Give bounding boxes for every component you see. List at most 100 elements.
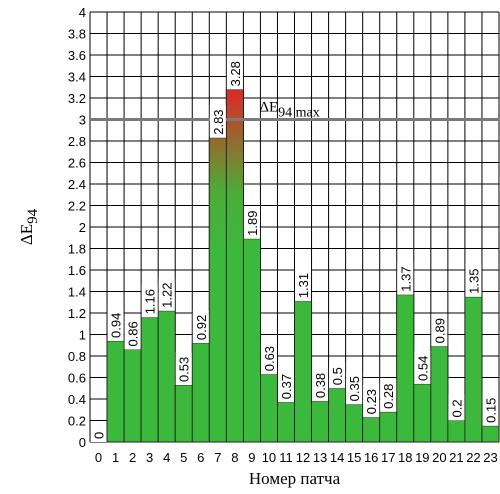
x-axis-ticks: 0 1 2 3 4 5 6 7 8 9 10 11 12 13 14 15 16 17 18 19 20 21 22 23 [95, 450, 498, 465]
data-label-15: 0.35 [347, 376, 362, 401]
reference-line-label: ΔE94 max [259, 100, 319, 121]
data-label-bg [431, 313, 448, 347]
y-tick-label: 3.6 [68, 48, 86, 63]
bar-18 [396, 294, 415, 443]
y-tick-label: 0 [79, 435, 86, 450]
bar-19 [413, 383, 432, 443]
y-tick-label: 3.2 [68, 91, 86, 106]
y-tick-label: 2.6 [68, 156, 86, 171]
bar-1 [106, 340, 125, 443]
data-label-bg [482, 393, 499, 426]
bar-4 [157, 310, 176, 443]
y-tick-label: 3 [79, 113, 86, 128]
data-label-17: 0.28 [381, 384, 396, 409]
bar-20 [430, 345, 449, 443]
data-label-1: 0.94 [109, 313, 124, 338]
x-axis-label: Номер патча [249, 469, 341, 488]
data-label-bg [192, 310, 209, 344]
data-label-12: 1.31 [296, 273, 311, 298]
x-tick-label: 2 [129, 450, 136, 465]
data-label-bg [175, 352, 192, 386]
data-label-8: 3.28 [228, 61, 243, 86]
x-tick-label: 18 [398, 450, 412, 465]
data-label-bg [414, 351, 431, 384]
bar-23 [481, 425, 500, 443]
data-label-bg [124, 316, 141, 350]
y-tick-label: 0.4 [68, 392, 86, 407]
reference-line-group: ΔE94 max [90, 100, 499, 121]
data-label-bg [380, 379, 397, 412]
y-tick-label: 1 [79, 328, 86, 343]
x-tick-label: 9 [248, 450, 255, 465]
bar-12 [294, 300, 312, 443]
data-label-9: 1.89 [245, 211, 260, 236]
x-tick-label: 15 [347, 450, 361, 465]
x-tick-label: 21 [449, 450, 463, 465]
data-label-bg [260, 341, 277, 375]
y-tick-label: 3.4 [68, 70, 86, 85]
x-tick-label: 11 [279, 450, 293, 465]
y-tick-label: 1.8 [68, 242, 86, 257]
bar-2 [123, 349, 142, 443]
x-tick-label: 10 [262, 450, 276, 465]
data-label-2: 0.86 [126, 321, 141, 346]
data-label-bg [107, 308, 124, 341]
data-label-bg [363, 384, 380, 418]
data-label-16: 0.23 [364, 389, 379, 414]
x-tick-label: 12 [296, 450, 310, 465]
data-label-bg [226, 56, 243, 90]
x-tick-label: 20 [432, 450, 446, 465]
y-tick-label: 0.8 [68, 349, 86, 364]
x-tick-label: 17 [381, 450, 395, 465]
data-label-bg [329, 362, 346, 389]
data-label-13: 0.38 [313, 373, 328, 398]
data-label-19: 0.54 [415, 356, 430, 381]
data-label-bg [312, 368, 329, 402]
y-tick-label: 1.2 [68, 306, 86, 321]
x-tick-label: 14 [330, 450, 344, 465]
bar-21 [447, 420, 466, 443]
x-tick-label: 19 [415, 450, 429, 465]
y-tick-label: 4 [79, 5, 86, 20]
data-label-bg [346, 371, 363, 405]
y-tick-label: 1.4 [68, 285, 86, 300]
data-label-23: 0.15 [483, 398, 498, 423]
bar-16 [362, 416, 381, 443]
y-tick-label: 0.2 [68, 414, 86, 429]
y-tick-label: 2 [79, 220, 86, 235]
bar-11 [277, 401, 295, 443]
data-label-6: 0.92 [194, 315, 209, 340]
data-label-22: 1.35 [466, 269, 481, 294]
data-label-0: 0 [92, 432, 107, 439]
x-tick-label: 7 [214, 450, 221, 465]
data-label-11: 0.37 [279, 374, 294, 399]
y-tick-label: 2.4 [68, 177, 86, 192]
bar-10 [260, 373, 278, 443]
data-label-10: 0.63 [262, 346, 277, 371]
bar-8 [225, 89, 244, 443]
x-tick-label: 5 [180, 450, 187, 465]
data-label-21: 0.2 [449, 399, 464, 417]
bar-22 [464, 296, 483, 443]
data-labels: 0 0.94 0.861.16 1.22 0.53 0.92 2.83 3.28 1.89 0.6… [90, 56, 499, 442]
data-label-bg [209, 104, 226, 138]
y-tick-label: 3.8 [68, 27, 86, 42]
data-label-14: 0.5 [330, 367, 345, 385]
data-label-bg [295, 268, 312, 302]
data-label-bg [90, 430, 107, 442]
bar-14 [328, 387, 347, 443]
data-label-bg [465, 264, 482, 297]
data-label-5: 0.53 [177, 357, 192, 382]
data-label-18: 1.37 [398, 266, 413, 291]
bar-6 [191, 342, 210, 443]
data-label-bg [243, 206, 260, 239]
y-axis-ticks: 0 0.2 0.4 0.6 0.8 1 1.2 1.4 1.6 1.8 2 2.2 2.4 2.6 2.8 3… [68, 5, 86, 450]
y-tick-label: 2.2 [68, 199, 86, 214]
y-tick-label: 0.6 [68, 371, 86, 386]
x-tick-label: 13 [313, 450, 327, 465]
bar-5 [174, 384, 193, 443]
bar-17 [379, 411, 398, 443]
bar-13 [311, 400, 329, 443]
